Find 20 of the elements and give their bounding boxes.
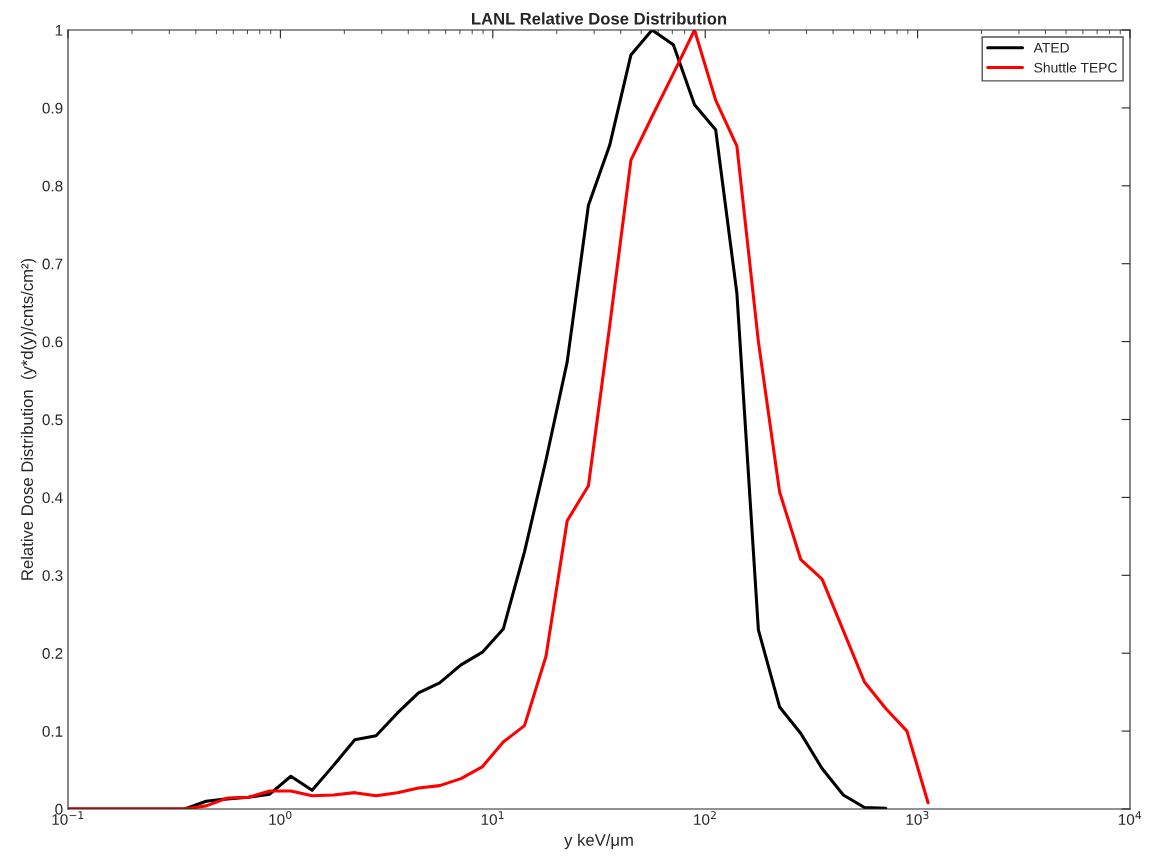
y-tick-label: 0.5 bbox=[42, 414, 63, 426]
y-tick-label: 0.6 bbox=[42, 336, 63, 348]
y-tick-label: 0.8 bbox=[42, 180, 63, 192]
legend-label: Shuttle TEPC bbox=[1034, 62, 1117, 73]
y-tick-label: 0.3 bbox=[42, 570, 63, 581]
x-tick-label: 10$^{0}$ bbox=[269, 811, 292, 825]
y-tick-label: 0.4 bbox=[42, 492, 63, 504]
x-tick-label: 10$^{3}$ bbox=[906, 811, 929, 825]
x-tick-label: 10$^{1}$ bbox=[481, 811, 504, 825]
y-tick-label: 1 bbox=[55, 25, 63, 36]
x-axis-title: y keV/μm bbox=[564, 833, 633, 850]
y-tick-label: 0.7 bbox=[42, 258, 63, 270]
x-tick-label: 10$^{2}$ bbox=[694, 811, 716, 825]
y-tick-label: 0.2 bbox=[42, 648, 63, 659]
x-tick-label: 10$^{4}$ bbox=[1118, 811, 1142, 825]
y-tick-label: 0.9 bbox=[42, 102, 63, 114]
y-tick-label: 0.1 bbox=[42, 725, 63, 737]
legend-label: ATED bbox=[1033, 43, 1069, 53]
y-axis-title: Relative Dose Distribution (y*d(y)/cnts/cm²) bbox=[20, 258, 37, 580]
chart-title: LANL Relative Dose Distribution bbox=[472, 12, 727, 25]
